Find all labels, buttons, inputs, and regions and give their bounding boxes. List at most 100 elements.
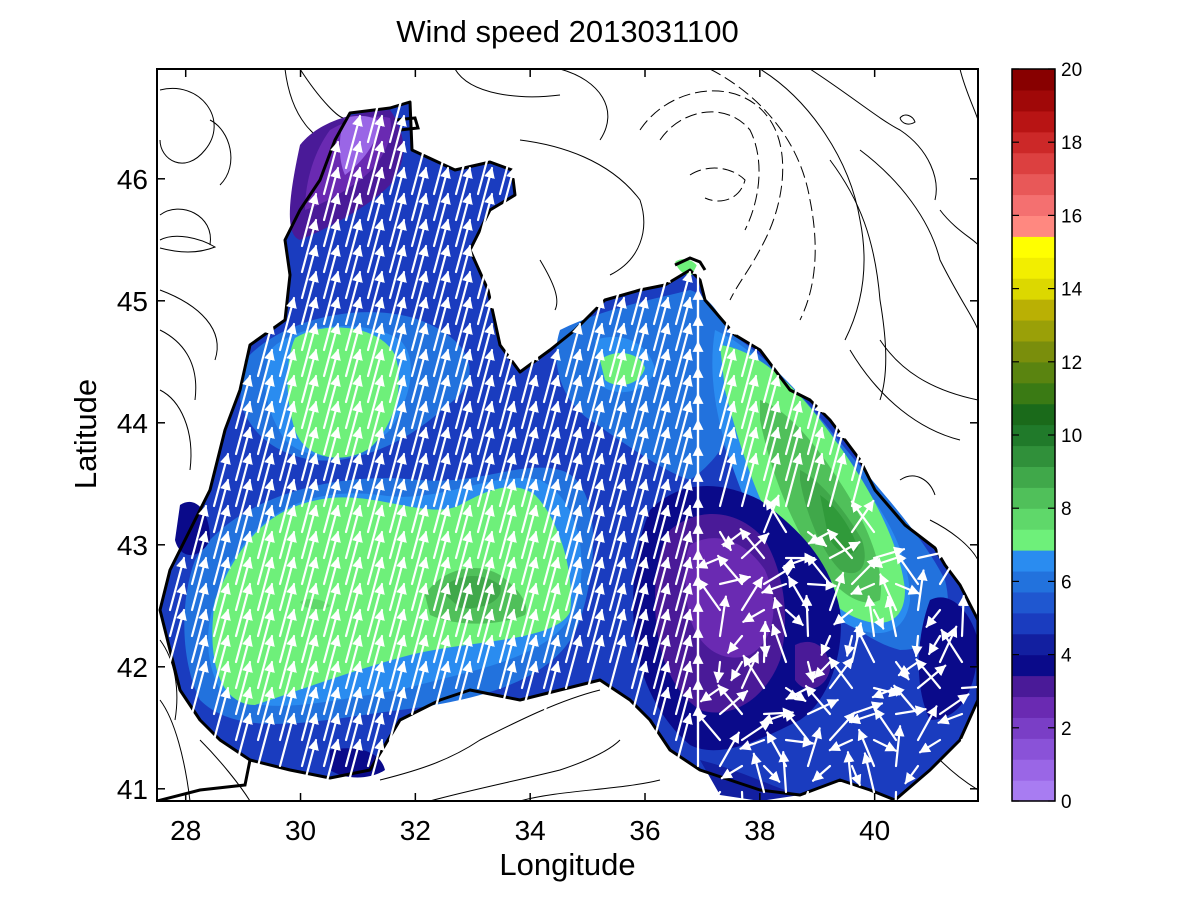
wind-arrow	[608, 634, 627, 690]
wind-arrow	[652, 686, 671, 742]
colorbar-swatch	[1012, 675, 1055, 698]
wind-arrow	[586, 634, 605, 690]
colorbar-swatch	[1012, 550, 1055, 572]
wind-arrow	[894, 705, 927, 717]
wind-arrow	[718, 731, 740, 768]
wind-arrow	[938, 550, 961, 586]
colorbar-swatch	[1012, 508, 1055, 530]
colorbar-swatch	[1012, 131, 1055, 154]
wind-arrow	[759, 620, 771, 664]
y-axis-ticks: 41 42 43 44 45 46	[117, 164, 978, 805]
wind-arrow	[805, 660, 816, 683]
wind-arrow	[366, 738, 385, 794]
wind-arrow	[740, 719, 772, 742]
wind-arrow	[770, 623, 788, 664]
wind-arrow	[699, 686, 722, 703]
wind-arrow	[716, 554, 744, 586]
wind-arrow	[916, 705, 938, 742]
y-tick-label: 42	[117, 652, 148, 683]
wind-arrow	[190, 660, 209, 716]
coastline	[158, 100, 978, 801]
wind-arrow	[212, 686, 231, 742]
wind-arrow	[454, 660, 473, 716]
wind-arrow	[850, 452, 869, 508]
colorbar-swatch	[1012, 110, 1055, 133]
wind-arrow	[826, 528, 854, 560]
colorbar-swatch	[1012, 299, 1055, 321]
wind-arrow	[713, 660, 725, 684]
wind-arrow	[388, 686, 407, 742]
colorbar-tick-label: 16	[1061, 206, 1082, 227]
colorbar-swatch	[1012, 173, 1055, 196]
colorbar-swatch	[1012, 633, 1055, 656]
wind-arrow	[806, 452, 825, 508]
wind-arrow	[850, 557, 879, 586]
wind-arrow	[872, 738, 897, 752]
wind-arrow	[960, 738, 978, 758]
wind-arrow	[872, 608, 885, 630]
colorbar-swatch	[1012, 152, 1055, 175]
colorbar-swatch	[1012, 738, 1055, 760]
wind-arrow	[322, 738, 341, 794]
wind-arrow	[938, 625, 958, 664]
y-axis-label: Latitude	[68, 378, 103, 490]
wind-arrow	[476, 634, 495, 690]
colorbar-tick-label: 18	[1061, 133, 1082, 154]
wind-arrow	[833, 608, 854, 626]
wind-arrow	[761, 582, 788, 595]
wind-arrow	[783, 709, 810, 742]
colorbar	[1012, 69, 1055, 802]
wind-arrow	[762, 452, 781, 508]
x-tick-label: 36	[629, 815, 660, 846]
wind-arrow	[742, 654, 766, 690]
wind-arrow	[893, 725, 905, 768]
colorbar-swatch	[1012, 466, 1055, 488]
colorbar-tick-label: 8	[1061, 499, 1072, 520]
wind-arrow	[850, 764, 862, 787]
colorbar-swatch	[1012, 257, 1055, 279]
wind-arrow	[718, 452, 737, 508]
wind-arrow	[739, 528, 766, 560]
x-tick-label: 32	[400, 815, 431, 846]
wind-arrow	[806, 579, 837, 591]
wind-arrow	[850, 701, 884, 716]
chart-title: Wind speed 2013031100	[396, 14, 739, 49]
colorbar-tick-label: 6	[1061, 572, 1072, 593]
wind-arrow	[783, 556, 810, 569]
wind-arrow	[256, 712, 275, 768]
wind-arrow	[807, 530, 832, 545]
colorbar-tick-label: 4	[1061, 646, 1072, 667]
colorbar-swatch	[1012, 319, 1055, 342]
wind-arrow	[300, 738, 319, 794]
wind-arrow	[718, 573, 751, 586]
colorbar-swatch	[1012, 612, 1055, 635]
wind-arrow	[893, 684, 920, 716]
colorbar-swatch	[1012, 759, 1055, 781]
wind-arrow	[813, 660, 832, 679]
wind-arrow	[894, 790, 898, 801]
axes-frame	[156, 68, 979, 802]
wind-arrow	[940, 628, 964, 664]
x-tick-label: 28	[170, 815, 201, 846]
colorbar-tick-label: 12	[1061, 353, 1082, 374]
wind-arrow	[828, 738, 854, 752]
wind-arrow	[720, 764, 744, 780]
colorbar-ticks: 0 2 4 6 8 10 12 14 16 18 20	[1012, 60, 1083, 813]
wind-arrow	[894, 582, 920, 595]
wind-arrow	[873, 707, 898, 742]
wind-arrow	[805, 553, 832, 586]
wind-arrow	[696, 556, 722, 569]
wind-arrow	[937, 712, 964, 725]
wind-arrow	[410, 660, 429, 716]
wind-arrow	[911, 634, 923, 658]
wind-arrow	[804, 684, 832, 716]
wind-arrow	[432, 660, 451, 716]
wind-arrow	[722, 530, 744, 547]
wind-arrow	[564, 634, 583, 690]
wind-arrow	[828, 711, 856, 742]
colorbar-swatch	[1012, 236, 1055, 258]
x-tick-label: 34	[515, 815, 546, 846]
wind-arrow	[844, 634, 855, 657]
wind-arrow	[742, 608, 766, 623]
wind-arrow	[740, 576, 764, 612]
